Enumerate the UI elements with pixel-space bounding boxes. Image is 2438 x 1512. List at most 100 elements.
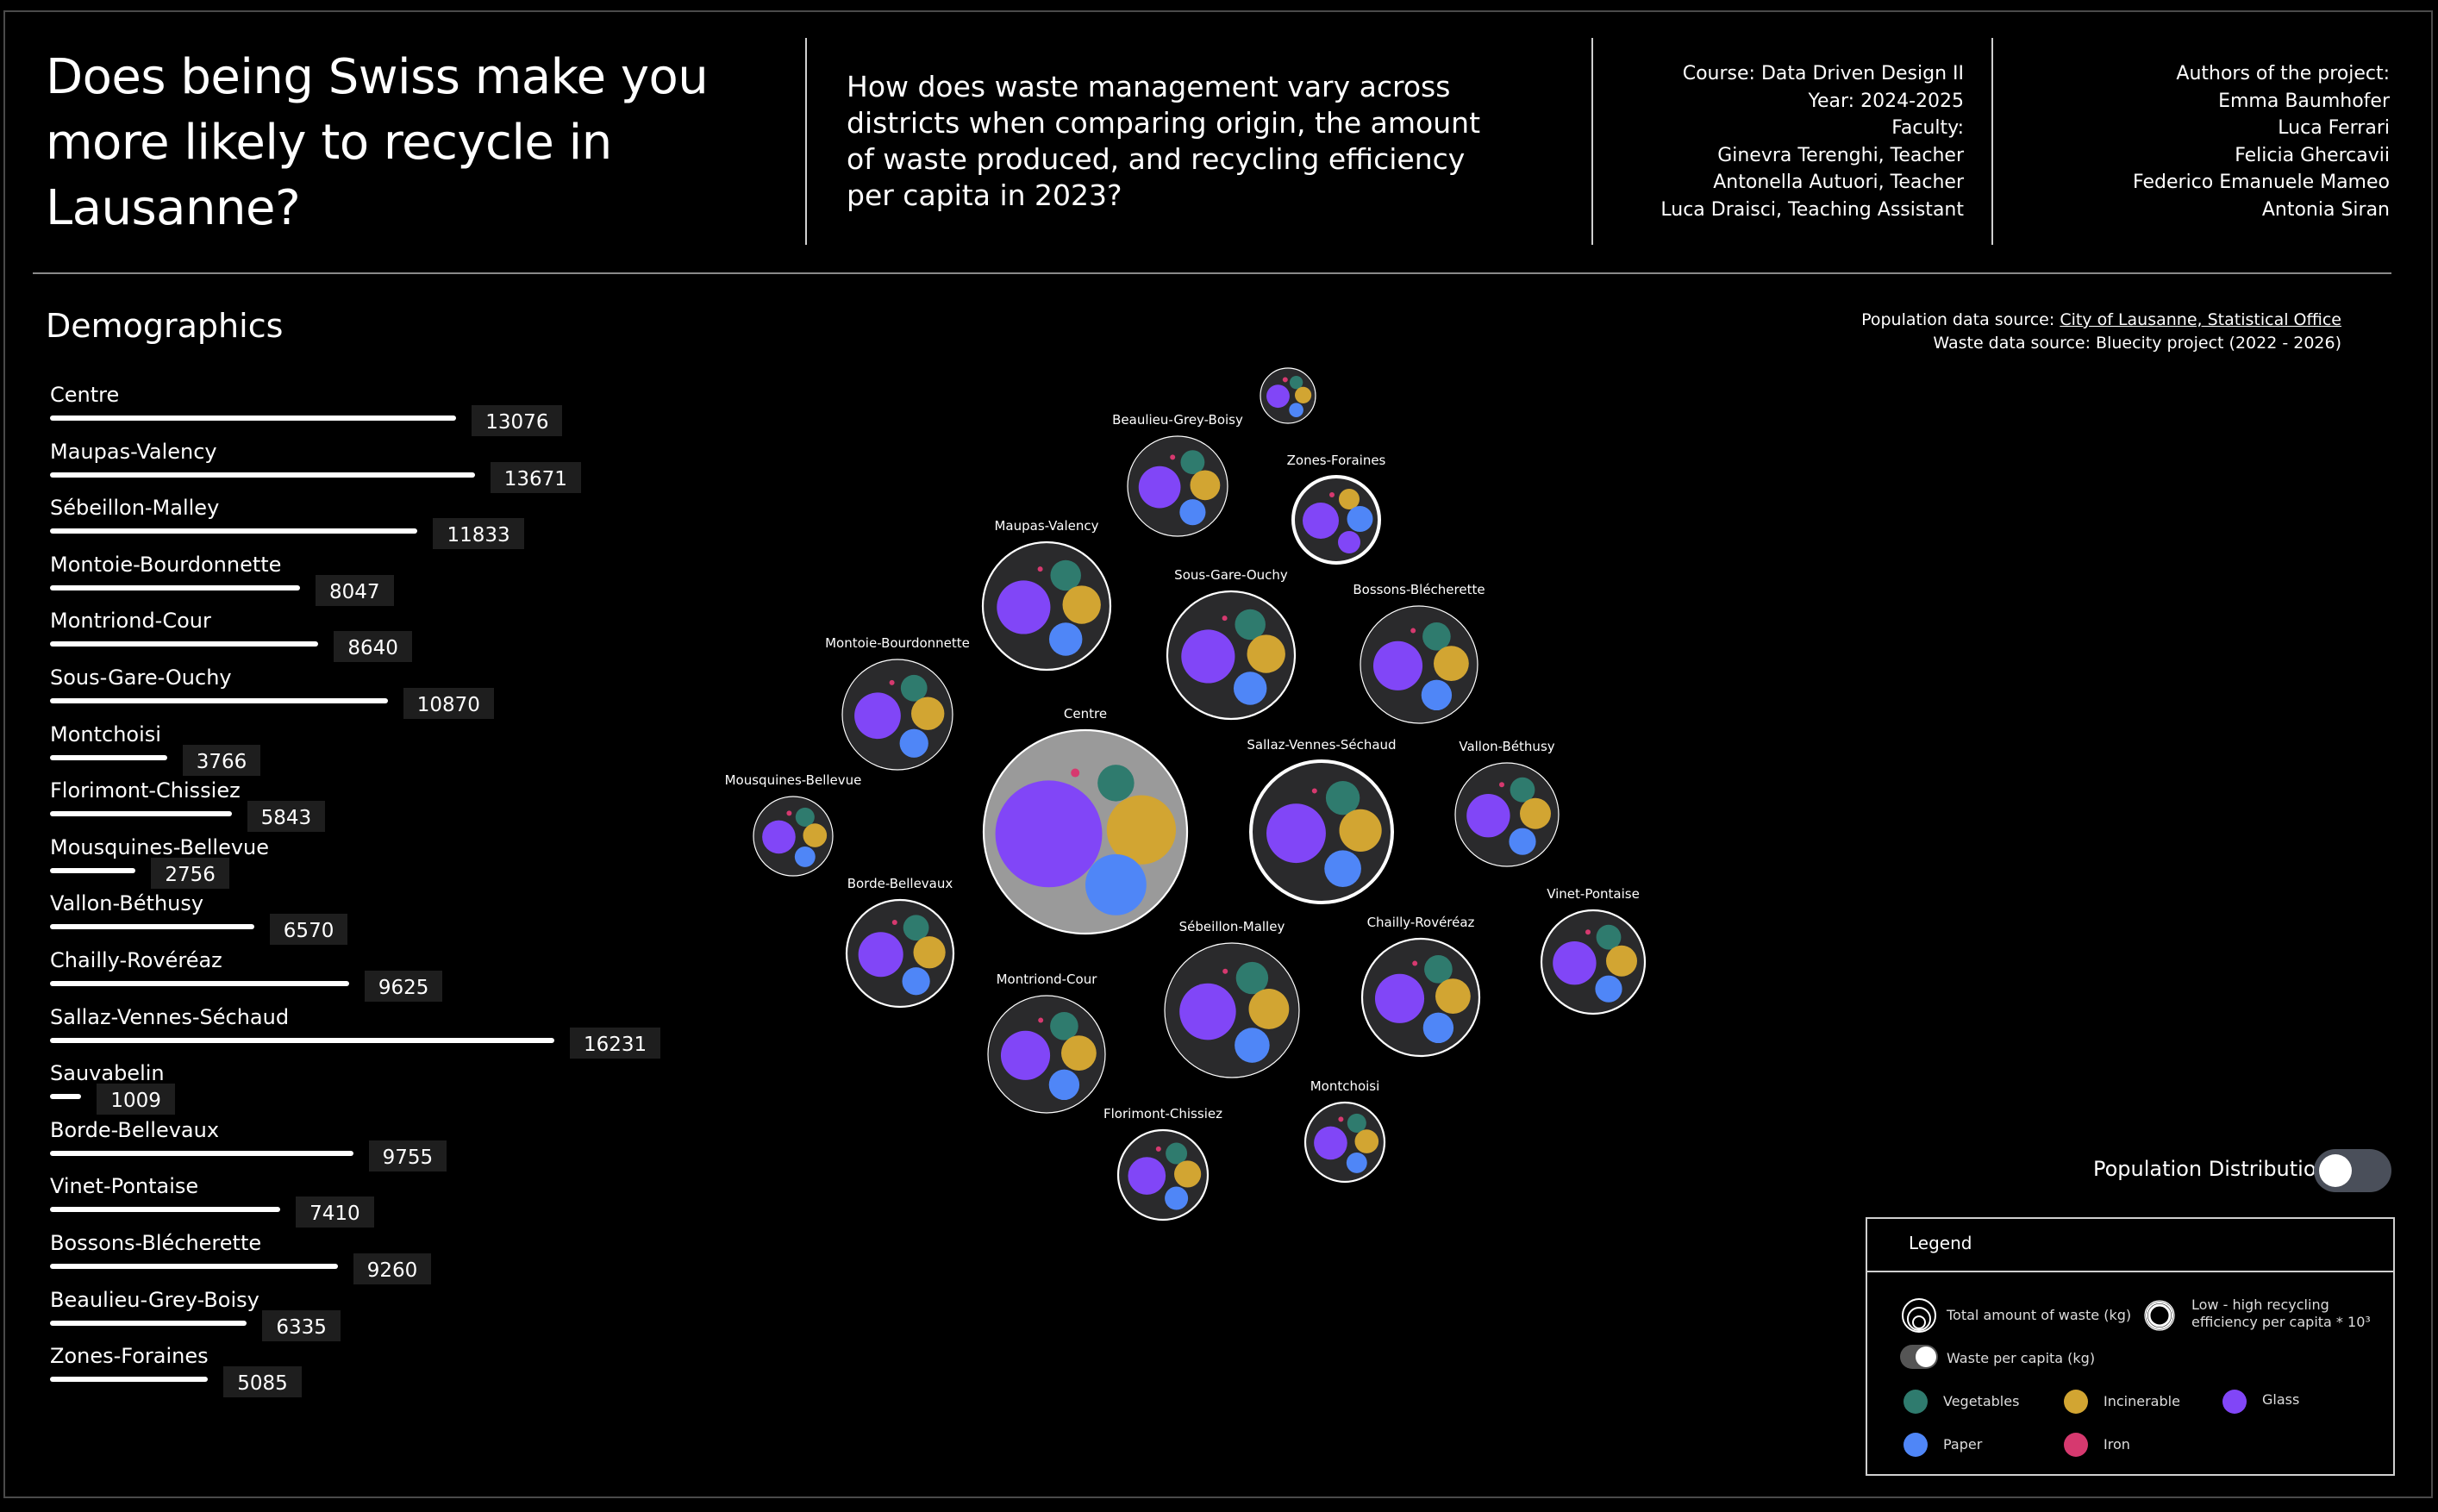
paper-circle bbox=[1165, 1186, 1189, 1210]
population-bar-row[interactable]: Sallaz-Vennes-Séchaud 16231 bbox=[50, 1004, 705, 1059]
population-bar-row[interactable]: Beaulieu-Grey-Boisy 6335 bbox=[50, 1288, 705, 1341]
population-bar-row[interactable]: Maupas-Valency 13671 bbox=[50, 439, 705, 493]
vegetables-circle bbox=[1596, 924, 1622, 950]
bar-value: 1009 bbox=[97, 1084, 175, 1115]
legend-paper: Paper bbox=[1943, 1436, 1983, 1453]
glass-circle bbox=[1372, 640, 1423, 690]
district-label: Vallon-Béthusy bbox=[1459, 739, 1554, 754]
population-bar-row[interactable]: Sous-Gare-Ouchy 10870 bbox=[50, 665, 705, 719]
district-label: Borde-Bellevaux bbox=[847, 876, 953, 891]
incinerable-circle bbox=[1339, 809, 1382, 852]
bar-label: Mousquines-Bellevue bbox=[50, 834, 270, 859]
population-bar-row[interactable]: Montchoisi 3766 bbox=[50, 722, 705, 776]
district-label: Zones-Foraines bbox=[1287, 453, 1386, 468]
paper-circle bbox=[1347, 506, 1373, 532]
iron-circle bbox=[1410, 628, 1416, 634]
vegetables-circle bbox=[1166, 1142, 1188, 1165]
bar-value: 13076 bbox=[472, 405, 563, 436]
population-bar bbox=[50, 472, 475, 478]
population-bar bbox=[50, 924, 254, 930]
population-bar bbox=[50, 528, 418, 534]
header-divider bbox=[1591, 38, 1593, 245]
population-bar-row[interactable]: Vallon-Béthusy 6570 bbox=[50, 891, 705, 946]
vegetables-circle bbox=[1235, 961, 1269, 995]
bar-label: Vallon-Béthusy bbox=[50, 891, 204, 916]
vegetables-circle bbox=[795, 807, 815, 827]
iron-circle bbox=[1038, 1017, 1044, 1023]
bar-label: Montchoisi bbox=[50, 722, 161, 747]
incinerable-circle bbox=[1295, 386, 1312, 403]
bar-label: Borde-Bellevaux bbox=[50, 1117, 220, 1142]
population-bar-row[interactable]: Bossons-Blécherette 9260 bbox=[50, 1231, 705, 1284]
population-bar bbox=[50, 867, 136, 873]
population-bar bbox=[50, 1264, 338, 1269]
iron-circle bbox=[1222, 968, 1228, 974]
population-source: Population data source: City of Lausanne… bbox=[1861, 309, 2341, 332]
faculty-line: Faculty: bbox=[1891, 117, 1964, 139]
authors-list: Authors of the project: Emma Baumhofer L… bbox=[2028, 60, 2390, 223]
incinerable-swatch bbox=[2064, 1390, 2088, 1414]
vegetables-circle bbox=[1097, 765, 1135, 802]
population-source-link[interactable]: City of Lausanne, Statistical Office bbox=[2060, 310, 2341, 329]
waste-source: Waste data source: Bluecity project (202… bbox=[1933, 334, 2341, 353]
population-toggle[interactable] bbox=[2314, 1149, 2391, 1192]
toggle-knob[interactable] bbox=[2319, 1154, 2352, 1187]
page-title: Does being Swiss make you more likely to… bbox=[46, 49, 709, 236]
population-bar-row[interactable]: Centre 13076 bbox=[50, 383, 705, 436]
bar-label: Sous-Gare-Ouchy bbox=[50, 665, 232, 690]
population-bar-row[interactable]: Mousquines-Bellevue 2756 bbox=[50, 834, 705, 889]
incinerable-circle bbox=[803, 823, 828, 847]
population-bar-row[interactable]: Chailly-Rovéréaz 9625 bbox=[50, 948, 705, 1002]
district-label: Maupas-Valency bbox=[994, 518, 1098, 534]
bar-label: Bossons-Blécherette bbox=[50, 1231, 262, 1255]
legend-vegetables: Vegetables bbox=[1943, 1393, 2020, 1409]
paper-circle bbox=[1048, 1069, 1080, 1101]
bar-value: 3766 bbox=[182, 744, 261, 776]
bar-value: 8640 bbox=[334, 631, 412, 663]
population-bar bbox=[50, 1037, 554, 1043]
bar-label: Centre bbox=[50, 383, 120, 407]
bar-value: 9625 bbox=[364, 971, 443, 1002]
population-bar-row[interactable]: Zones-Foraines 5085 bbox=[50, 1344, 705, 1398]
iron-circle bbox=[1222, 615, 1228, 622]
population-bar bbox=[50, 1150, 353, 1156]
concentric-circles-icon bbox=[1902, 1298, 1936, 1333]
population-bar-row[interactable]: Borde-Bellevaux 9755 bbox=[50, 1117, 705, 1171]
population-bar-row[interactable]: Sauvabelin 1009 bbox=[50, 1061, 705, 1115]
paper-circle bbox=[1422, 1012, 1454, 1044]
legend-incinerable: Incinerable bbox=[2104, 1393, 2180, 1409]
district-label: Centre bbox=[1064, 706, 1107, 722]
glass-circle bbox=[1553, 941, 1597, 985]
population-bar-row[interactable]: Montriond-Cour 8640 bbox=[50, 609, 705, 663]
bar-label: Sallaz-Vennes-Séchaud bbox=[50, 1004, 290, 1029]
iron-circle bbox=[1037, 566, 1043, 572]
population-bar-row[interactable]: Montoie-Bourdonnette 8047 bbox=[50, 553, 705, 606]
glass-circle bbox=[1181, 629, 1235, 684]
population-bar-row[interactable]: Vinet-Pontaise 7410 bbox=[50, 1174, 705, 1228]
district-label: Montriond-Cour bbox=[997, 972, 1098, 987]
population-bar-row[interactable]: Sébeillon-Malley 11833 bbox=[50, 496, 705, 550]
vegetables-circle bbox=[1347, 1113, 1366, 1133]
assistant-line: Luca Draisci, Teaching Assistant bbox=[1660, 198, 1964, 221]
paper-circle bbox=[1233, 672, 1267, 705]
bar-value: 13671 bbox=[490, 461, 581, 493]
population-bar-row[interactable]: Florimont-Chissiez 5843 bbox=[50, 778, 705, 833]
bar-label: Maupas-Valency bbox=[50, 439, 217, 464]
iron-circle bbox=[1071, 768, 1080, 778]
incinerable-circle bbox=[1106, 795, 1177, 865]
incinerable-circle bbox=[911, 697, 945, 730]
population-bar bbox=[50, 641, 319, 647]
vegetables-swatch bbox=[1904, 1390, 1928, 1414]
vegetables-circle bbox=[1050, 559, 1081, 591]
glass-circle bbox=[1179, 983, 1236, 1040]
vegetables-circle bbox=[1325, 780, 1360, 815]
population-bar bbox=[50, 1320, 247, 1326]
bar-value: 2756 bbox=[151, 857, 229, 889]
vegetables-circle bbox=[1289, 375, 1303, 390]
section-divider bbox=[33, 272, 2391, 274]
district-label: Sébeillon-Malley bbox=[1179, 919, 1285, 934]
bar-value: 16231 bbox=[570, 1027, 661, 1059]
iron-circle bbox=[1155, 1146, 1161, 1152]
district-label: Montoie-Bourdonnette bbox=[825, 635, 970, 651]
